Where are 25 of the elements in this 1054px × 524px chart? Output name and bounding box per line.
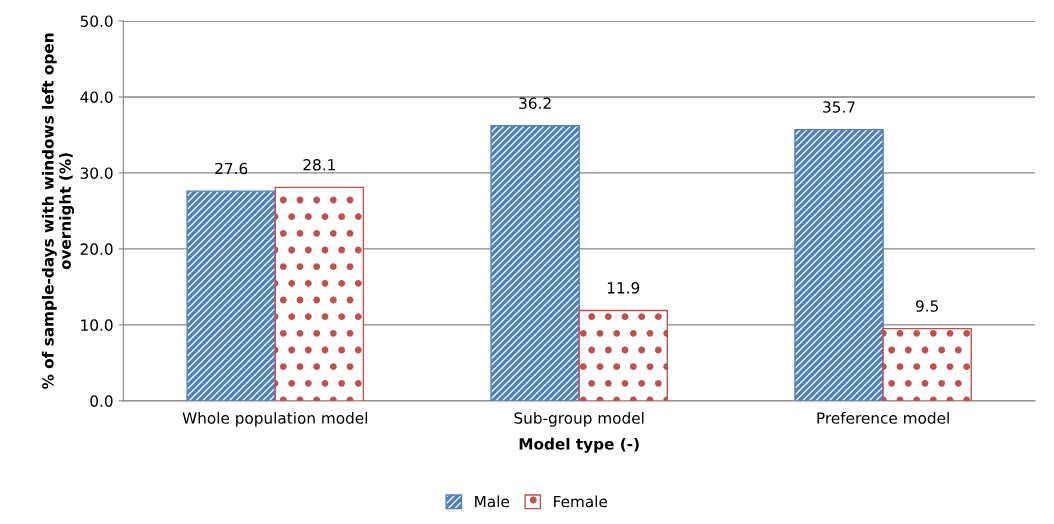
bar [882, 327, 972, 401]
y-tick-label: 50.0 [80, 15, 113, 27]
x-tick-label: Whole population model [182, 411, 368, 427]
data-label: 11.9 [607, 282, 640, 294]
legend-label: Female [554, 495, 608, 508]
bar [274, 186, 365, 401]
x-axis-title: Model type (-) [519, 437, 639, 453]
bar [490, 125, 580, 401]
data-label: 9.5 [915, 300, 938, 312]
legend-label: Male [475, 495, 510, 508]
x-tick-label: Preference model [817, 411, 949, 424]
y-tick-label: 40.0 [80, 91, 113, 103]
bar [578, 309, 668, 401]
bar [794, 128, 884, 401]
data-label: 35.7 [823, 101, 855, 113]
y-tick-label: 30.0 [80, 167, 113, 179]
data-label: 28.1 [303, 158, 335, 171]
data-label: 36.2 [519, 97, 551, 109]
data-label: 27.6 [215, 162, 248, 175]
x-tick-label: Sub-group model [514, 411, 644, 427]
y-axis-title: % of sample-days with windows left open overnight (%) [41, 33, 75, 389]
bar [186, 190, 276, 401]
y-tick-label: 10.0 [81, 319, 113, 331]
y-tick-label: 0.0 [90, 395, 113, 407]
y-tick-label: 20.0 [80, 243, 113, 255]
